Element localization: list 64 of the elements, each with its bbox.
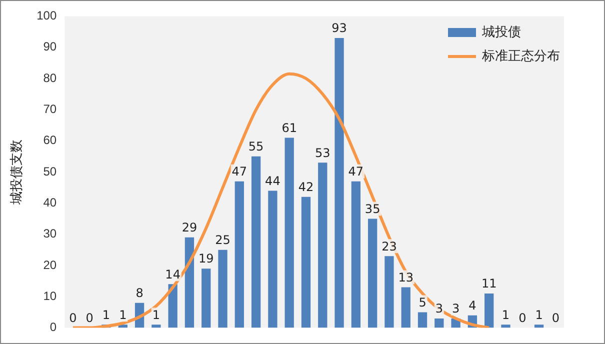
data-label: 47 xyxy=(348,164,364,178)
data-label: 29 xyxy=(182,220,198,235)
data-label: 61 xyxy=(282,120,297,135)
y-tick-label: 100 xyxy=(36,8,57,23)
data-label: 44 xyxy=(265,174,280,188)
data-label: 35 xyxy=(364,202,380,216)
data-label: 42 xyxy=(298,180,314,194)
bar xyxy=(351,181,361,328)
y-tick-label: 10 xyxy=(43,288,57,303)
legend-label: 城投债 xyxy=(482,24,521,41)
y-tick-label: 60 xyxy=(43,133,57,148)
y-tick-label: 50 xyxy=(43,164,57,178)
data-label: 3 xyxy=(452,302,460,316)
bar xyxy=(484,294,494,328)
data-label: 23 xyxy=(382,239,397,254)
bar xyxy=(234,181,244,328)
bar xyxy=(334,38,344,328)
bar xyxy=(501,324,510,328)
bar xyxy=(202,268,211,328)
bar xyxy=(218,250,228,328)
bar xyxy=(301,196,311,328)
bar xyxy=(368,218,378,328)
y-tick-label: 70 xyxy=(43,102,57,116)
data-label: 19 xyxy=(198,252,214,266)
data-label: 14 xyxy=(165,267,180,282)
data-label: 93 xyxy=(332,21,347,36)
bar xyxy=(318,162,328,328)
bar xyxy=(384,256,394,328)
y-axis-title: 城投债支数 xyxy=(8,140,24,206)
data-label: 8 xyxy=(136,286,144,300)
y-tick-label: 0 xyxy=(50,320,57,334)
y-tick-label: 80 xyxy=(43,70,57,85)
bar xyxy=(434,318,444,328)
data-label: 1 xyxy=(119,308,127,322)
data-label: 0 xyxy=(86,310,94,325)
data-label: 5 xyxy=(418,295,426,310)
data-label: 0 xyxy=(552,310,560,325)
data-label: 53 xyxy=(314,146,330,160)
data-label: 1 xyxy=(535,308,543,322)
data-label: 1 xyxy=(102,308,110,322)
data-label: 0 xyxy=(69,310,77,325)
data-label: 13 xyxy=(398,270,414,284)
bar xyxy=(534,324,544,328)
data-label: 25 xyxy=(215,233,230,248)
bar xyxy=(284,138,294,328)
bar xyxy=(401,287,410,328)
bar xyxy=(268,190,278,328)
data-label: 0 xyxy=(518,310,526,325)
bar xyxy=(168,284,178,328)
data-label: 55 xyxy=(248,140,264,154)
y-tick-label: 20 xyxy=(43,258,57,272)
legend-label: 标准正态分布 xyxy=(482,48,560,65)
data-label: 11 xyxy=(481,276,497,291)
data-label: 4 xyxy=(468,298,476,312)
bar xyxy=(184,237,194,328)
y-tick-label: 90 xyxy=(43,40,57,54)
data-label: 1 xyxy=(502,308,510,322)
y-tick-label: 30 xyxy=(43,226,57,241)
bar xyxy=(251,156,261,328)
y-tick-label: 40 xyxy=(43,195,57,210)
data-label: 1 xyxy=(152,308,160,322)
bar xyxy=(152,324,161,328)
bar xyxy=(418,312,428,328)
data-label: 47 xyxy=(232,164,248,178)
